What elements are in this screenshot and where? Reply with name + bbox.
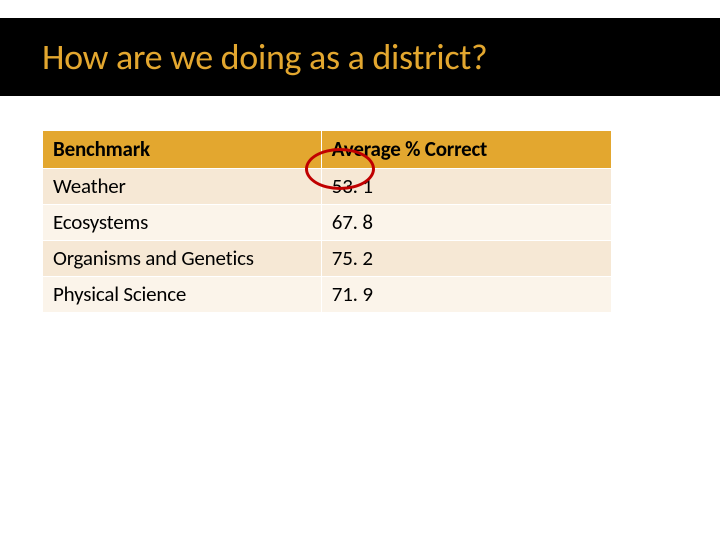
slide-title: How are we doing as a district?: [42, 35, 487, 79]
cell-value: 53. 1: [321, 169, 611, 205]
col-header-benchmark: Benchmark: [43, 131, 322, 169]
table-row: Physical Science 71. 9: [43, 277, 612, 313]
table-header-row: Benchmark Average % Correct: [43, 131, 612, 169]
cell-benchmark: Physical Science: [43, 277, 322, 313]
cell-value: 75. 2: [321, 241, 611, 277]
table-row: Weather 53. 1: [43, 169, 612, 205]
table-row: Organisms and Genetics 75. 2: [43, 241, 612, 277]
slide: How are we doing as a district? Benchmar…: [0, 0, 720, 540]
table-row: Ecosystems 67. 8: [43, 205, 612, 241]
cell-value: 67. 8: [321, 205, 611, 241]
cell-benchmark: Ecosystems: [43, 205, 322, 241]
benchmark-table-container: Benchmark Average % Correct Weather 53. …: [42, 130, 612, 313]
cell-value: 71. 9: [321, 277, 611, 313]
title-bar: How are we doing as a district?: [0, 18, 720, 96]
cell-benchmark: Weather: [43, 169, 322, 205]
col-header-avg-correct: Average % Correct: [321, 131, 611, 169]
benchmark-table: Benchmark Average % Correct Weather 53. …: [42, 130, 612, 313]
cell-benchmark: Organisms and Genetics: [43, 241, 322, 277]
